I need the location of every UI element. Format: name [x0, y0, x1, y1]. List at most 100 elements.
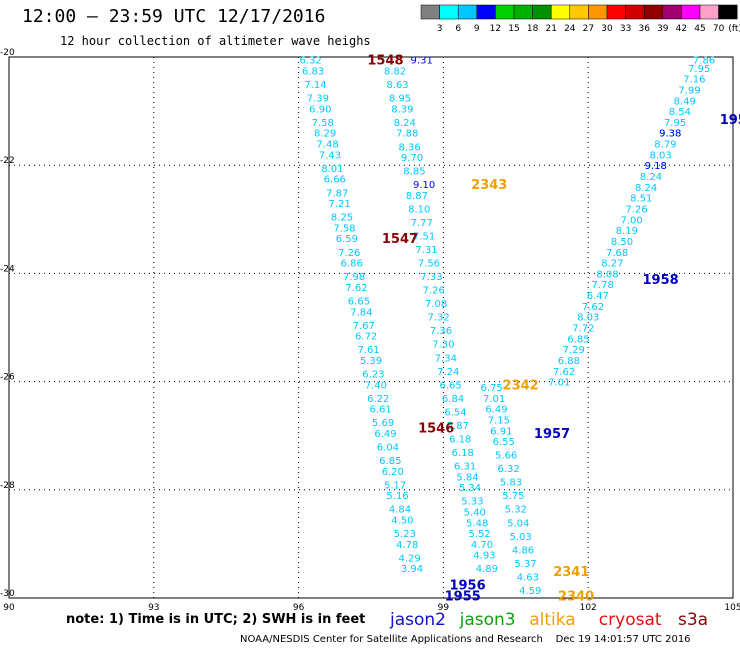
legend-item-altika: altika: [529, 610, 576, 630]
swh-value-label: 7.51: [413, 232, 435, 243]
swh-value-label: 7.16: [683, 75, 705, 86]
swh-value-label: 4.63: [517, 572, 539, 583]
swh-value-label: 7.21: [328, 199, 350, 210]
pass-time-label: 1956: [449, 578, 485, 593]
swh-value-label: 8.24: [640, 172, 662, 183]
swh-value-label: 6.59: [336, 234, 358, 245]
swh-value-label: 7.77: [411, 218, 433, 229]
swh-value-label: 8.82: [384, 67, 406, 78]
swh-value-label: 4.78: [396, 540, 418, 551]
swh-value-label: 6.18: [452, 448, 474, 459]
swh-value-label: 4.59: [519, 586, 541, 597]
swh-value-label: 9.18: [645, 161, 667, 172]
swh-highlight-label: 9.38: [659, 129, 681, 140]
colorbar-tick: 39: [657, 24, 669, 34]
swh-value-label: 8.01: [321, 164, 343, 175]
pass-time-label: 2342: [503, 378, 539, 393]
swh-value-label: 6.65: [440, 380, 462, 391]
y-tick-label: -22: [0, 156, 15, 166]
pass-time-label: 1959: [720, 113, 740, 128]
swh-value-label: 8.29: [314, 129, 336, 140]
colorbar-swatch: [457, 4, 478, 20]
swh-value-label: 7.98: [343, 272, 365, 283]
colorbar-tick: 21: [545, 24, 556, 34]
swh-value-label: 6.90: [309, 104, 331, 115]
swh-value-label: 7.99: [678, 85, 700, 96]
colorbar-tick: 15: [508, 24, 519, 34]
swh-highlight-label: 9.18: [645, 161, 667, 172]
swh-value-label: 6.65: [348, 296, 370, 307]
swh-value-label: 3.94: [401, 564, 423, 575]
swh-value-label: 7.29: [563, 345, 585, 356]
swh-value-label: 6.91: [490, 426, 512, 437]
swh-value-label: 5.16: [386, 491, 408, 502]
swh-value-label: 5.52: [468, 529, 490, 540]
swh-value-label: 5.39: [360, 356, 382, 367]
pass-time-label: 2341: [553, 565, 589, 580]
swh-value-label: 4.89: [476, 564, 498, 575]
legend-item-cryosat: cryosat: [598, 610, 662, 630]
colorbar-swatch: [476, 4, 496, 20]
colorbar-swatch: [681, 4, 701, 20]
swh-value-label: 6.23: [362, 369, 384, 380]
swh-value-label: 7.58: [333, 223, 355, 234]
y-tick-label: -24: [0, 264, 15, 274]
x-tick-label: 102: [580, 603, 597, 613]
swh-value-label: 6.55: [493, 437, 515, 448]
swh-value-label: 6.32: [300, 56, 322, 67]
swh-value-label: 6.72: [355, 332, 377, 343]
pass-time-label: 1547: [382, 232, 418, 247]
swh-value-label: 7.86: [693, 56, 715, 67]
swh-value-label: 7.39: [307, 94, 329, 105]
swh-value-label: 5.40: [464, 507, 486, 518]
colorbar-tick: 12: [490, 24, 501, 34]
swh-value-label: 5.87: [447, 421, 469, 432]
swh-value-label: 4.70: [471, 540, 493, 551]
swh-value-label: 5.84: [456, 472, 478, 483]
swh-value-label: 7.40: [365, 380, 387, 391]
swh-value-label: 6.47: [587, 291, 609, 302]
swh-value-label: 6.32: [497, 464, 519, 475]
pass-time-label: 2340: [558, 589, 594, 604]
credit-line: NOAA/NESDIS Center for Satellite Applica…: [240, 634, 691, 645]
swh-value-label: 8.85: [403, 167, 425, 178]
swh-value-label: 5.83: [500, 478, 522, 489]
colorbar-tick: 6: [455, 24, 461, 34]
y-tick-label: -28: [0, 481, 15, 491]
legend-item-s3a: s3a: [678, 610, 709, 630]
swh-value-label: 8.24: [635, 183, 657, 194]
y-tick-label: -30: [0, 589, 15, 599]
swh-value-label: 5.32: [505, 505, 527, 516]
swh-value-label: 5.03: [509, 532, 531, 543]
colorbar-tick: 42: [676, 24, 687, 34]
chart-title: 12:00 — 23:59 UTC 12/17/2016: [22, 6, 326, 27]
swh-value-label: 7.00: [621, 215, 643, 226]
plot-frame: [8, 56, 734, 599]
colorbar-swatch: [569, 4, 589, 20]
swh-value-label: 6.85: [567, 334, 589, 345]
pass-time-label: 1548: [367, 54, 403, 69]
swh-value-label: 4.86: [512, 545, 534, 556]
swh-value-label: 5.17: [384, 480, 406, 491]
swh-value-label: 6.18: [449, 434, 471, 445]
swh-value-label: 4.93: [473, 551, 495, 562]
x-tick-label: 96: [293, 603, 305, 613]
swh-value-label: 7.58: [312, 118, 334, 129]
swh-value-label: 8.36: [398, 142, 420, 153]
swh-value-label: 7.01: [483, 394, 505, 405]
swh-value-label: 8.49: [674, 96, 696, 107]
swh-value-label: 7.67: [353, 321, 375, 332]
swh-value-label: 8.79: [654, 140, 676, 151]
swh-value-label: 5.66: [495, 451, 517, 462]
swh-value-label: 7.24: [437, 367, 459, 378]
pass-time-label: 2343: [471, 178, 507, 193]
colorbar-tick: 70: [713, 24, 725, 34]
colorbar-swatch: [588, 4, 608, 20]
swh-value-label: 7.88: [396, 129, 418, 140]
swh-value-label: 8.50: [611, 237, 633, 248]
pass-time-label: 1957: [534, 427, 570, 442]
colorbar-tick: 27: [583, 24, 594, 34]
swh-value-label: 8.39: [391, 104, 413, 115]
colorbar-tick: 45: [694, 24, 705, 34]
swh-value-label: 6.85: [379, 456, 401, 467]
